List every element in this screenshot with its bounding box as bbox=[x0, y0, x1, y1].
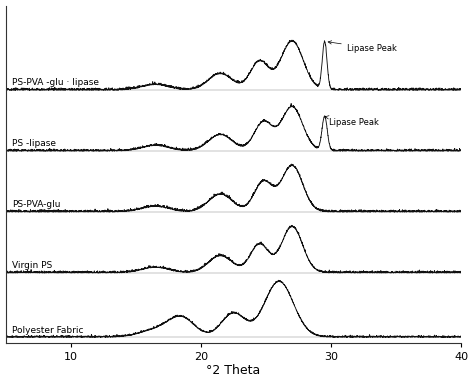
Text: Virgin PS: Virgin PS bbox=[12, 261, 52, 270]
X-axis label: °2 Theta: °2 Theta bbox=[206, 365, 261, 377]
Text: Lipase Peak: Lipase Peak bbox=[325, 116, 378, 127]
Text: Polyester Fabric: Polyester Fabric bbox=[12, 326, 83, 334]
Text: PS-PVA-glu: PS-PVA-glu bbox=[12, 200, 61, 209]
Text: PS-PVA -glu · lipase: PS-PVA -glu · lipase bbox=[12, 79, 99, 87]
Text: Lipase Peak: Lipase Peak bbox=[328, 41, 397, 53]
Text: PS -lipase: PS -lipase bbox=[12, 139, 56, 148]
